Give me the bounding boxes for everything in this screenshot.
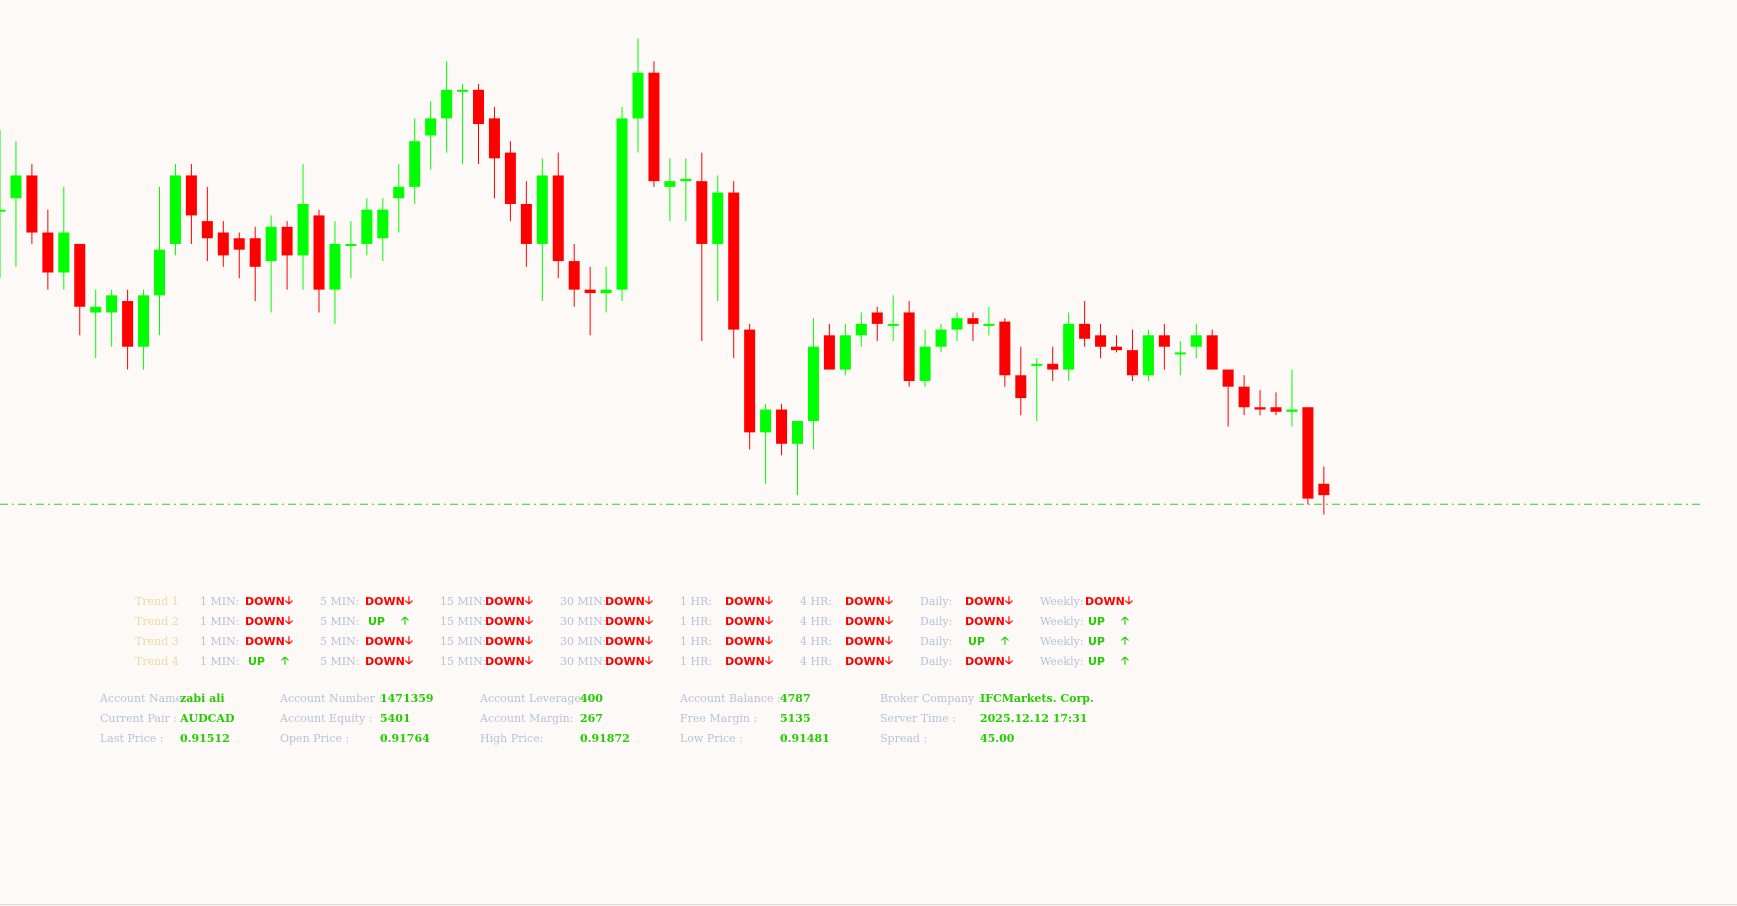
candle-body bbox=[409, 141, 421, 187]
candle-body bbox=[1318, 483, 1330, 496]
candle-body bbox=[297, 203, 309, 256]
candle-body bbox=[903, 312, 915, 381]
candle-body bbox=[1142, 335, 1154, 376]
candle-body bbox=[58, 232, 70, 273]
candle-body bbox=[201, 221, 213, 239]
candle-body bbox=[138, 295, 150, 347]
candle-body bbox=[632, 72, 644, 119]
candle-body bbox=[520, 203, 532, 244]
candle-body bbox=[839, 335, 851, 370]
candle-body bbox=[1031, 363, 1043, 366]
candle-body bbox=[648, 72, 660, 182]
candle-body bbox=[1158, 335, 1170, 347]
chart-bottom-border bbox=[0, 904, 1737, 905]
candle-body bbox=[999, 321, 1011, 376]
candle-body bbox=[0, 209, 6, 212]
candle-body bbox=[393, 186, 405, 199]
candle-body bbox=[600, 289, 612, 294]
candle-body bbox=[792, 420, 803, 444]
candle-body bbox=[1111, 346, 1122, 351]
candle-body bbox=[488, 118, 500, 159]
candle-body bbox=[807, 346, 819, 421]
candle-body bbox=[616, 118, 628, 290]
candle-body bbox=[1174, 352, 1186, 355]
candle-body bbox=[441, 89, 453, 119]
candle-body bbox=[345, 243, 357, 246]
candle-body bbox=[361, 209, 373, 244]
candle-body bbox=[1222, 369, 1234, 387]
candle-body bbox=[154, 249, 165, 296]
candle-body bbox=[855, 323, 867, 336]
candle-body bbox=[823, 335, 835, 370]
candle-body bbox=[425, 118, 437, 136]
candle-body bbox=[536, 175, 548, 244]
candle-body bbox=[504, 152, 516, 204]
candle-body bbox=[680, 178, 692, 182]
candle-body bbox=[983, 323, 995, 326]
candle-body bbox=[10, 175, 22, 199]
candle-body bbox=[1095, 335, 1107, 347]
candle-body bbox=[664, 181, 676, 187]
candle-body bbox=[919, 346, 931, 381]
candle-body bbox=[584, 289, 596, 294]
candle-body bbox=[185, 175, 197, 216]
candle-body bbox=[233, 238, 245, 250]
candle-body bbox=[329, 243, 341, 290]
candle-body bbox=[712, 192, 724, 244]
candle-body bbox=[122, 301, 134, 347]
candle-body bbox=[552, 175, 564, 262]
candle-body bbox=[935, 329, 947, 347]
candle-body bbox=[728, 192, 740, 330]
candle-body bbox=[776, 409, 788, 444]
candle-body bbox=[217, 232, 229, 256]
candle-body bbox=[473, 89, 484, 125]
candle-body bbox=[90, 306, 102, 313]
candle-body bbox=[281, 226, 293, 256]
candle-body bbox=[1190, 335, 1202, 347]
candle-body bbox=[377, 209, 389, 239]
candle-body bbox=[951, 318, 963, 330]
candle-body bbox=[1015, 375, 1027, 399]
candle-body bbox=[1047, 363, 1059, 370]
candle-body bbox=[1063, 323, 1075, 370]
candle-body bbox=[1254, 407, 1266, 410]
candle-body bbox=[887, 323, 899, 326]
candle-body bbox=[169, 175, 181, 244]
candle-body bbox=[1270, 407, 1282, 412]
candle-body bbox=[42, 232, 54, 273]
candle-body bbox=[106, 295, 118, 313]
candle-body bbox=[26, 175, 38, 233]
candle-body bbox=[1206, 335, 1218, 370]
candle-body bbox=[760, 409, 772, 433]
candle-body bbox=[696, 181, 708, 244]
candle-body bbox=[74, 243, 86, 307]
candle-body bbox=[871, 312, 883, 324]
candle-body bbox=[744, 329, 756, 433]
candle-body bbox=[457, 89, 469, 92]
candle-body bbox=[568, 261, 580, 290]
candle-body bbox=[1238, 386, 1250, 408]
candle-body bbox=[967, 318, 979, 324]
candle-body bbox=[265, 226, 277, 262]
candle-body bbox=[313, 215, 325, 290]
candle-body bbox=[249, 238, 261, 267]
candle-body bbox=[1286, 409, 1298, 412]
candle-body bbox=[1079, 323, 1091, 339]
candle-body bbox=[1302, 407, 1314, 499]
candle-body bbox=[1126, 350, 1138, 376]
candlestick-series bbox=[0, 38, 1330, 515]
